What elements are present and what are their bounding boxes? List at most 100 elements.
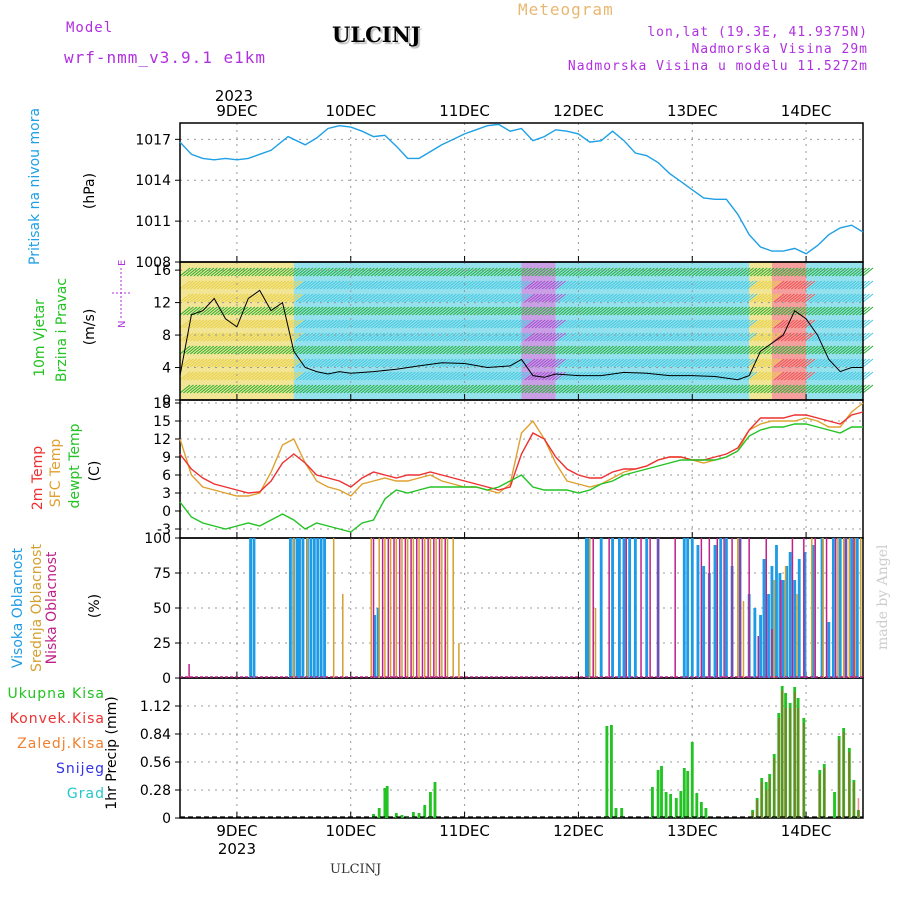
wind-barb	[456, 319, 467, 329]
wind-barb	[422, 306, 433, 316]
cloud-high-bar	[785, 566, 789, 678]
top-day-label: 13DEC	[667, 102, 718, 120]
wind-barb	[271, 306, 283, 316]
wind-barb	[555, 345, 566, 355]
wind-barb	[702, 358, 713, 368]
wind-barb	[466, 345, 478, 355]
wind-barb	[350, 371, 362, 381]
cloud-high-bar	[682, 538, 686, 678]
wind-barb	[230, 267, 242, 277]
wind-barb	[476, 280, 488, 290]
wind-barb	[282, 293, 293, 303]
wind-barb	[681, 280, 693, 290]
wind-barb	[360, 280, 372, 290]
wind-barb	[510, 371, 522, 381]
wind-barb	[558, 306, 570, 316]
wind-barb	[852, 332, 864, 342]
wind-barb	[671, 306, 683, 316]
wind-barb	[862, 345, 874, 355]
wind-barb	[729, 345, 741, 355]
wind-barb	[364, 280, 375, 290]
wind-barb	[374, 306, 385, 316]
wind-barb	[726, 267, 737, 277]
wind-barb	[306, 358, 317, 368]
wind-barb	[650, 306, 662, 316]
wind-barb	[691, 358, 703, 368]
wind-barb	[845, 345, 857, 355]
wind-barb	[411, 358, 423, 368]
cloud-mid-bar	[370, 538, 372, 678]
wind-barb	[551, 293, 563, 303]
wind-barb	[326, 306, 338, 316]
wind-barb	[336, 358, 348, 368]
precip-total-bar	[385, 786, 389, 818]
wind-barb	[504, 384, 515, 394]
wind-barb	[367, 267, 379, 277]
wind-barb	[432, 345, 444, 355]
wind-barb	[340, 345, 351, 355]
wind-barb	[640, 345, 652, 355]
precip-conv-bar	[803, 723, 805, 818]
wind-barb	[746, 332, 758, 342]
precip-total-bar	[423, 805, 427, 818]
precip-conv-bar	[853, 782, 855, 818]
wind-barb	[623, 319, 635, 329]
wind-barb	[353, 306, 365, 316]
wind-barb	[681, 319, 693, 329]
wind-barb	[227, 332, 239, 342]
wind-barb	[268, 319, 280, 329]
wind-barb	[517, 306, 529, 316]
wind-barb	[592, 384, 604, 394]
wind-barb	[862, 332, 874, 342]
wind-barb	[709, 345, 720, 355]
wind-barb	[753, 280, 765, 290]
cloud-high-bar	[312, 538, 316, 678]
wind-barb	[842, 267, 853, 277]
wind-barb	[627, 358, 638, 368]
wind-barb	[388, 293, 399, 303]
wind-barb	[749, 267, 761, 277]
wind-barb	[353, 371, 365, 381]
wind-barb	[609, 332, 621, 342]
wind-barb	[357, 345, 368, 355]
cloud-low-bar	[657, 538, 659, 678]
wind-barb	[497, 306, 508, 316]
wind-barb	[630, 267, 642, 277]
wind-barb	[555, 358, 566, 368]
wind-barb	[179, 332, 191, 342]
wind-barb	[217, 384, 228, 394]
wind-barb	[405, 358, 416, 368]
wind-barb	[456, 293, 467, 303]
wind-barb	[193, 358, 204, 368]
wind-barb	[473, 332, 485, 342]
wind-barb	[688, 319, 700, 329]
wind-barb	[650, 371, 662, 381]
wind-barb	[388, 267, 399, 277]
wind-barb	[425, 293, 437, 303]
wind-barb	[439, 306, 450, 316]
wind-barb	[196, 384, 208, 394]
wind-barb	[514, 306, 525, 316]
wind-barb	[391, 267, 403, 277]
wind-barb	[241, 280, 252, 290]
wind-barb	[490, 293, 502, 303]
wind-barb	[640, 384, 652, 394]
wind-barb	[401, 371, 413, 381]
wind-barb	[654, 332, 665, 342]
wind-barb	[469, 267, 481, 277]
wind-barb	[504, 332, 515, 342]
wind-barb	[572, 319, 584, 329]
wind-barb	[364, 332, 375, 342]
wind-barb	[729, 293, 741, 303]
y-tick-label: 8	[162, 328, 171, 344]
wind-barb	[428, 345, 440, 355]
wind-barb	[456, 332, 467, 342]
precip-conv-bar	[778, 718, 780, 818]
cloud-high-bar	[622, 538, 626, 678]
cloud-low-bar	[723, 538, 725, 678]
wind-barb	[784, 280, 795, 290]
precip-total-bar	[656, 770, 660, 818]
wind-barb	[842, 319, 853, 329]
wind-barb	[254, 371, 266, 381]
wind-barb	[705, 358, 717, 368]
